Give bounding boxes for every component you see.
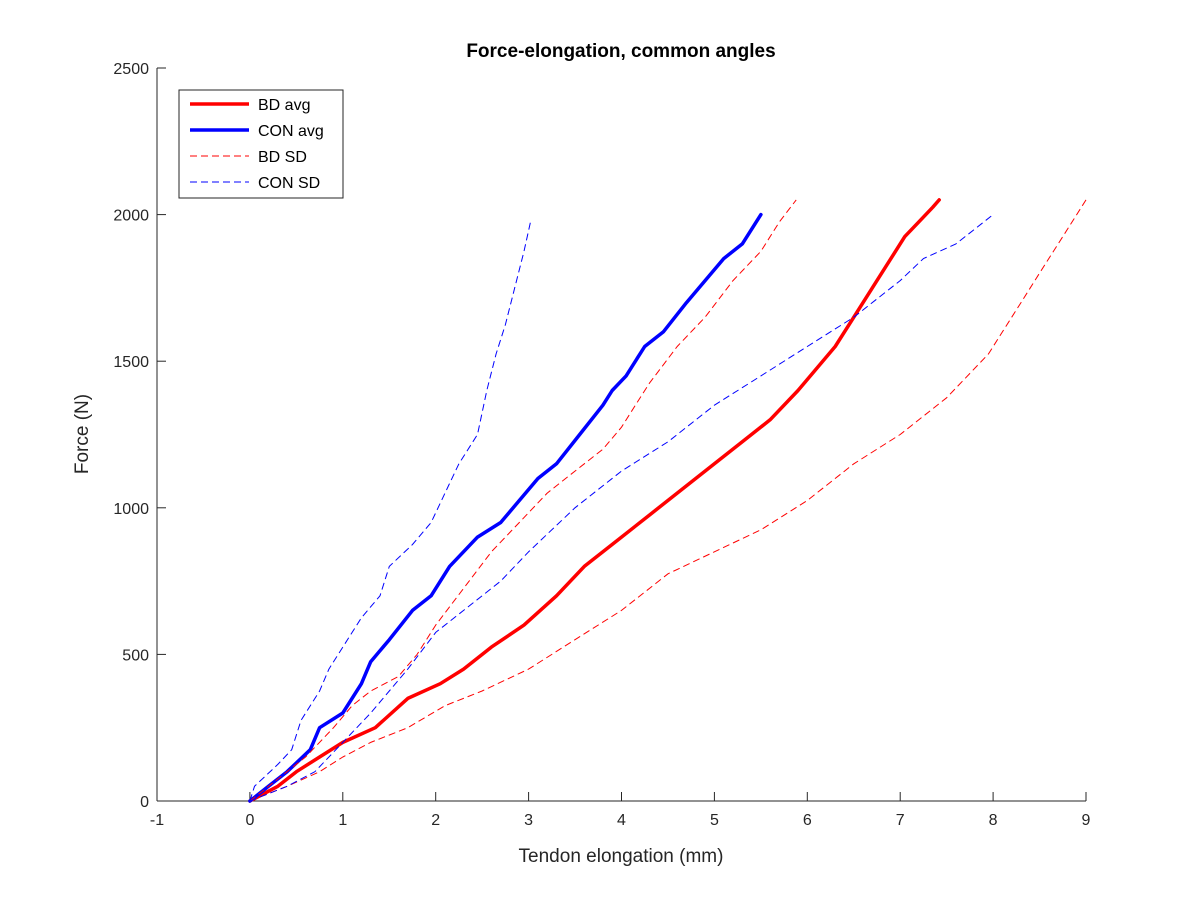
x-axis-ticks: -1 0 1 2 3 4 5 6 7 8 9 xyxy=(150,792,1091,829)
series-layer xyxy=(248,198,1087,803)
x-tick-label: 5 xyxy=(710,812,719,829)
y-axis-label: Force (N) xyxy=(72,394,93,474)
x-tick-label: -1 xyxy=(150,812,164,829)
y-tick-label: 1000 xyxy=(113,501,149,518)
x-tick-label: 3 xyxy=(524,812,533,829)
y-tick-label: 500 xyxy=(122,647,149,664)
x-tick-label: 2 xyxy=(431,812,440,829)
series-bd-avg-line-0 xyxy=(248,198,941,803)
legend: BD avg CON avg BD SD CON SD xyxy=(178,89,344,199)
series-con-sd-line-4 xyxy=(249,221,531,802)
x-tick-label: 0 xyxy=(245,812,254,829)
x-tick-label: 8 xyxy=(989,812,998,829)
x-tick-label: 9 xyxy=(1082,812,1091,829)
x-tick-label: 6 xyxy=(803,812,812,829)
series-bd-sd-line-3 xyxy=(249,199,797,802)
chart-title: Force-elongation, common angles xyxy=(466,41,775,62)
series-con-avg-line-1 xyxy=(248,212,763,803)
x-tick-label: 1 xyxy=(338,812,347,829)
y-tick-label: 1500 xyxy=(113,354,149,371)
y-tick-label: 0 xyxy=(140,794,149,811)
legend-label: CON avg xyxy=(258,123,324,140)
y-axis-ticks: 0 500 1000 1500 2000 2500 xyxy=(113,61,166,811)
y-tick-label: 2500 xyxy=(113,61,149,78)
y-tick-label: 2000 xyxy=(113,208,149,225)
legend-box xyxy=(178,89,344,199)
x-tick-label: 4 xyxy=(617,812,626,829)
legend-label: CON SD xyxy=(258,175,320,192)
x-axis-label: Tendon elongation (mm) xyxy=(519,846,724,867)
legend-label: BD avg xyxy=(258,97,310,114)
legend-label: BD SD xyxy=(258,149,307,166)
legend-items: BD avg CON avg BD SD CON SD xyxy=(190,97,324,192)
series-con-sd-line-5 xyxy=(249,214,994,802)
x-tick-label: 7 xyxy=(896,812,905,829)
